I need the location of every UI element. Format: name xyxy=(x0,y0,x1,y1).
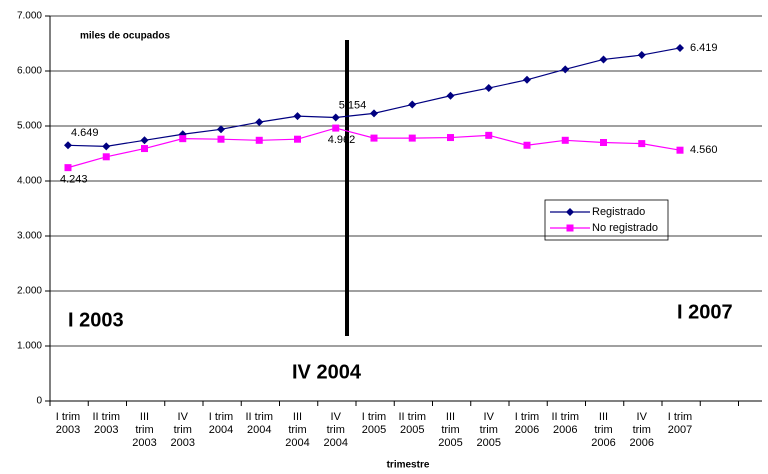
data-label: 4.243 xyxy=(60,174,88,186)
data-label: 4.649 xyxy=(71,127,99,139)
point xyxy=(676,146,684,154)
point xyxy=(637,51,646,60)
point xyxy=(676,43,684,52)
legend-box xyxy=(544,199,669,241)
point xyxy=(485,131,493,139)
x-tick-label: IV trim 2005 xyxy=(476,411,501,449)
y-tick-label: 2.000 xyxy=(17,286,42,297)
x-tick-label: II trim 2004 xyxy=(245,411,274,436)
point xyxy=(294,135,301,143)
point xyxy=(408,134,416,142)
x-tick-label: I trim 2004 xyxy=(208,411,234,436)
data-label: 6.419 xyxy=(690,42,718,54)
y-tick-label: 3.000 xyxy=(17,231,42,242)
x-tick-label: II trim 2006 xyxy=(551,411,580,436)
y-tick-label: 6.000 xyxy=(17,66,42,77)
x-tick-label: I trim 2003 xyxy=(55,411,81,436)
series-line xyxy=(67,47,681,147)
y-tick-label: 7.000 xyxy=(17,11,42,22)
point xyxy=(566,208,574,216)
y-tick-label: 5.000 xyxy=(17,121,42,132)
point xyxy=(566,224,574,232)
x-tick-label: III trim 2006 xyxy=(591,411,616,449)
x-tick-label: IV trim 2004 xyxy=(323,411,348,449)
y-tick-label: 1.000 xyxy=(17,341,42,352)
legend-label: No registrado xyxy=(592,222,658,234)
x-tick-label: I trim 2005 xyxy=(361,411,387,436)
annotation: I 2003 xyxy=(68,309,124,331)
point xyxy=(446,91,455,100)
point xyxy=(179,135,187,143)
point xyxy=(102,142,111,151)
point xyxy=(255,118,264,127)
point xyxy=(484,84,493,93)
data-label: 4.962 xyxy=(328,134,356,146)
x-tick-label: I trim 2006 xyxy=(514,411,540,436)
point xyxy=(332,124,340,132)
data-label: 5.154 xyxy=(339,99,367,111)
point xyxy=(217,135,225,143)
point xyxy=(638,140,646,148)
point xyxy=(370,134,378,142)
point xyxy=(140,136,149,145)
legend-label: Registrado xyxy=(592,206,645,218)
point xyxy=(561,136,569,144)
point xyxy=(217,125,225,134)
annotation: IV 2004 xyxy=(292,361,362,383)
point xyxy=(331,113,340,122)
point xyxy=(102,153,110,161)
point xyxy=(64,141,72,150)
annotation: I 2007 xyxy=(677,301,733,323)
y-tick-label: 0 xyxy=(36,396,42,407)
x-tick-label: III trim 2003 xyxy=(132,411,157,449)
data-label: 4.560 xyxy=(690,144,718,156)
x-tick-label: IV trim 2003 xyxy=(170,411,195,449)
point xyxy=(600,139,607,146)
point xyxy=(408,100,417,109)
point xyxy=(523,75,531,84)
point xyxy=(141,145,148,153)
subtitle: miles de ocupados xyxy=(80,31,170,42)
point xyxy=(447,134,454,142)
x-tick-label: IV trim 2006 xyxy=(629,411,654,449)
point xyxy=(561,65,570,74)
series-line xyxy=(67,127,681,169)
point xyxy=(370,109,378,118)
point xyxy=(255,136,263,144)
x-tick-label: I trim 2007 xyxy=(667,411,693,436)
point xyxy=(293,112,302,121)
x-tick-label: II trim 2005 xyxy=(398,411,427,436)
point xyxy=(523,141,531,149)
x-tick-label: III trim 2004 xyxy=(285,411,310,449)
y-tick-label: 4.000 xyxy=(17,176,42,187)
point xyxy=(599,55,608,64)
point xyxy=(64,164,72,172)
x-tick-label: III trim 2005 xyxy=(438,411,463,449)
x-tick-label: II trim 2003 xyxy=(92,411,121,436)
x-axis-label: trimestre xyxy=(387,460,430,471)
